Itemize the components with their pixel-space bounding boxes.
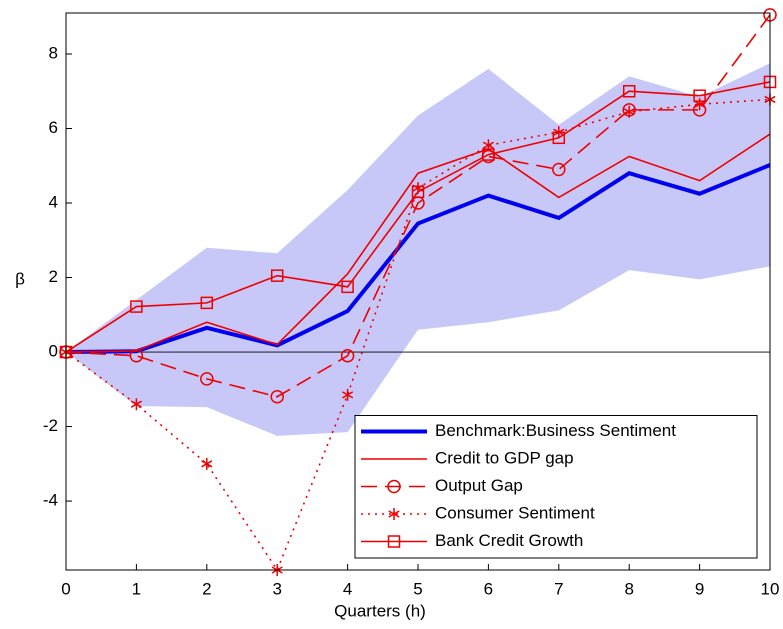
y-tick-label: -4 — [43, 491, 58, 510]
marker — [201, 457, 213, 470]
y-tick-label: 8 — [49, 43, 58, 62]
marker — [623, 105, 635, 118]
y-tick-label: 2 — [49, 267, 58, 286]
x-tick-label: 7 — [554, 579, 563, 598]
y-tick-label: -2 — [43, 416, 58, 435]
marker — [552, 162, 566, 177]
marker — [387, 479, 401, 494]
marker — [341, 280, 354, 294]
legend-label: Credit to GDP gap — [435, 448, 574, 467]
series-line — [65, 81, 771, 353]
x-tick-label: 0 — [61, 579, 70, 598]
marker — [387, 535, 401, 548]
x-tick-label: 2 — [202, 579, 211, 598]
marker — [130, 398, 142, 411]
marker — [270, 269, 284, 282]
marker — [552, 131, 566, 145]
marker — [622, 84, 636, 98]
confidence-band — [66, 63, 770, 436]
marker — [200, 372, 214, 386]
marker — [130, 300, 143, 313]
marker — [342, 388, 354, 401]
x-tick-label: 10 — [761, 579, 780, 598]
y-tick-label: 6 — [49, 118, 58, 137]
y-axis-label: β — [15, 269, 25, 288]
series-line — [65, 163, 771, 355]
marker — [694, 98, 706, 111]
legend-label: Bank Credit Growth — [435, 531, 583, 550]
y-tick-label: 0 — [49, 342, 58, 361]
x-tick-label: 3 — [272, 579, 281, 598]
x-tick-label: 8 — [624, 579, 633, 598]
marker — [693, 89, 706, 102]
marker — [482, 148, 495, 161]
x-tick-label: 1 — [132, 579, 141, 598]
marker — [411, 185, 425, 199]
marker — [270, 390, 284, 404]
marker — [129, 349, 144, 363]
marker — [200, 296, 214, 310]
plot-frame — [65, 12, 771, 571]
x-axis-label: Quarters (h) — [334, 601, 426, 620]
legend-label: Benchmark:Business Sentiment — [435, 421, 676, 440]
series-line — [65, 133, 771, 353]
y-tick-label: 4 — [49, 192, 58, 211]
x-tick-label: 9 — [695, 579, 704, 598]
x-tick-label: 6 — [484, 579, 493, 598]
marker — [340, 349, 355, 363]
legend-label: Consumer Sentiment — [435, 503, 595, 522]
x-tick-label: 4 — [343, 579, 352, 598]
marker — [388, 508, 400, 520]
x-tick-label: 5 — [413, 579, 422, 598]
legend-label: Output Gap — [435, 476, 523, 495]
series-line — [65, 14, 771, 398]
